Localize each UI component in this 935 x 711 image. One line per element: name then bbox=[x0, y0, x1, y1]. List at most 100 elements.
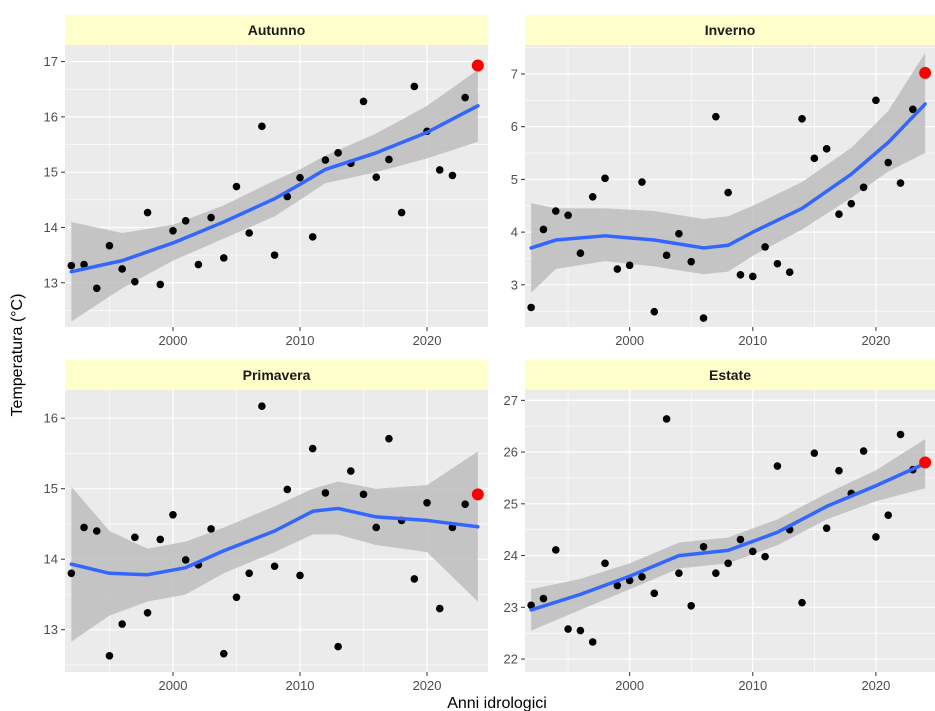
strip-primavera bbox=[65, 360, 488, 390]
strip-title: Inverno bbox=[705, 22, 756, 38]
data-point bbox=[156, 280, 165, 289]
y-tick-label: 16 bbox=[44, 109, 58, 124]
data-point bbox=[551, 546, 560, 554]
data-point bbox=[131, 277, 139, 286]
y-tick-label: 13 bbox=[44, 622, 58, 637]
panel-estate: Estate 22 23 24 25 26 27 2000 2010 2020 bbox=[504, 360, 935, 693]
x-tick-label: 2020 bbox=[861, 678, 890, 693]
data-point bbox=[539, 225, 548, 234]
data-point bbox=[207, 213, 215, 222]
data-point bbox=[909, 105, 917, 114]
y-tick-label: 5 bbox=[511, 172, 518, 187]
data-point bbox=[785, 268, 794, 276]
data-point bbox=[798, 114, 806, 123]
data-point bbox=[613, 265, 622, 273]
data-point bbox=[423, 499, 431, 507]
data-point bbox=[308, 233, 317, 241]
data-point bbox=[334, 149, 342, 157]
y-tick-label: 14 bbox=[44, 552, 58, 567]
data-point bbox=[245, 569, 253, 578]
data-point bbox=[551, 207, 560, 215]
x-tick-label: 2000 bbox=[615, 333, 644, 348]
data-point bbox=[270, 562, 279, 571]
data-point bbox=[773, 462, 782, 470]
data-point bbox=[67, 569, 76, 578]
data-point bbox=[372, 523, 381, 532]
data-point bbox=[748, 547, 757, 556]
y-tick-label: 7 bbox=[511, 66, 518, 81]
data-point bbox=[638, 178, 646, 186]
panel-background bbox=[525, 390, 935, 672]
y-tick-label: 14 bbox=[44, 220, 58, 235]
y-tick-label: 27 bbox=[504, 393, 518, 408]
data-point bbox=[296, 173, 304, 182]
data-point bbox=[588, 193, 597, 201]
data-point bbox=[872, 533, 880, 541]
data-point bbox=[736, 271, 745, 279]
data-point bbox=[143, 608, 152, 617]
data-point bbox=[822, 524, 831, 532]
y-tick-label: 3 bbox=[511, 277, 518, 292]
strip-inverno bbox=[525, 15, 935, 45]
data-point bbox=[761, 552, 769, 561]
data-point bbox=[699, 542, 708, 551]
data-point bbox=[359, 97, 368, 106]
x-tick-label: 2010 bbox=[286, 333, 315, 348]
x-tick-label: 2000 bbox=[615, 678, 644, 693]
data-point bbox=[896, 430, 905, 439]
data-point bbox=[219, 649, 228, 658]
panel-inverno: Inverno 3 4 5 6 7 2000 2010 2020 bbox=[511, 15, 935, 348]
x-tick-label: 2010 bbox=[738, 333, 767, 348]
data-point bbox=[675, 569, 683, 577]
data-point bbox=[80, 260, 88, 269]
data-point bbox=[613, 581, 622, 590]
data-point bbox=[435, 166, 444, 174]
data-point bbox=[712, 112, 720, 121]
data-point bbox=[181, 217, 190, 225]
panel-primavera: Primavera 13 14 15 16 2000 2010 2020 bbox=[44, 360, 488, 693]
data-point bbox=[92, 527, 101, 535]
x-tick-label: 2000 bbox=[159, 678, 188, 693]
data-point bbox=[662, 251, 671, 260]
data-point bbox=[564, 625, 572, 633]
data-point bbox=[835, 210, 843, 218]
data-point bbox=[576, 626, 585, 635]
y-tick-label: 26 bbox=[504, 445, 518, 460]
data-point bbox=[105, 651, 114, 660]
data-point bbox=[699, 314, 708, 322]
data-point bbox=[884, 511, 893, 520]
data-point bbox=[372, 173, 381, 181]
data-point bbox=[245, 229, 253, 237]
y-tick-label: 6 bbox=[511, 119, 518, 134]
y-tick-label: 16 bbox=[44, 411, 58, 426]
data-point bbox=[258, 122, 266, 131]
data-point bbox=[872, 96, 880, 105]
data-point bbox=[822, 145, 831, 153]
data-point bbox=[296, 571, 304, 580]
data-point bbox=[131, 533, 139, 542]
data-point bbox=[736, 535, 745, 544]
data-point bbox=[601, 559, 609, 568]
x-tick-label: 2010 bbox=[738, 678, 767, 693]
highlight-point bbox=[471, 488, 484, 501]
data-point bbox=[576, 249, 585, 258]
y-tick-label: 4 bbox=[511, 225, 518, 240]
data-point bbox=[385, 155, 393, 164]
data-point bbox=[258, 402, 266, 411]
y-tick-label: 23 bbox=[504, 600, 518, 615]
x-tick-label: 2000 bbox=[159, 333, 188, 348]
data-point bbox=[650, 589, 659, 598]
data-point bbox=[321, 489, 330, 497]
data-point bbox=[67, 261, 76, 270]
data-point bbox=[385, 434, 393, 443]
strip-title: Primavera bbox=[243, 367, 311, 383]
data-point bbox=[207, 525, 215, 533]
confidence-band bbox=[71, 451, 478, 642]
data-point bbox=[347, 467, 355, 475]
data-point bbox=[270, 251, 279, 259]
highlight-point bbox=[919, 456, 932, 469]
x-axis-title: Anni idrologici bbox=[447, 695, 547, 711]
data-point bbox=[181, 556, 190, 564]
data-point bbox=[588, 638, 597, 646]
